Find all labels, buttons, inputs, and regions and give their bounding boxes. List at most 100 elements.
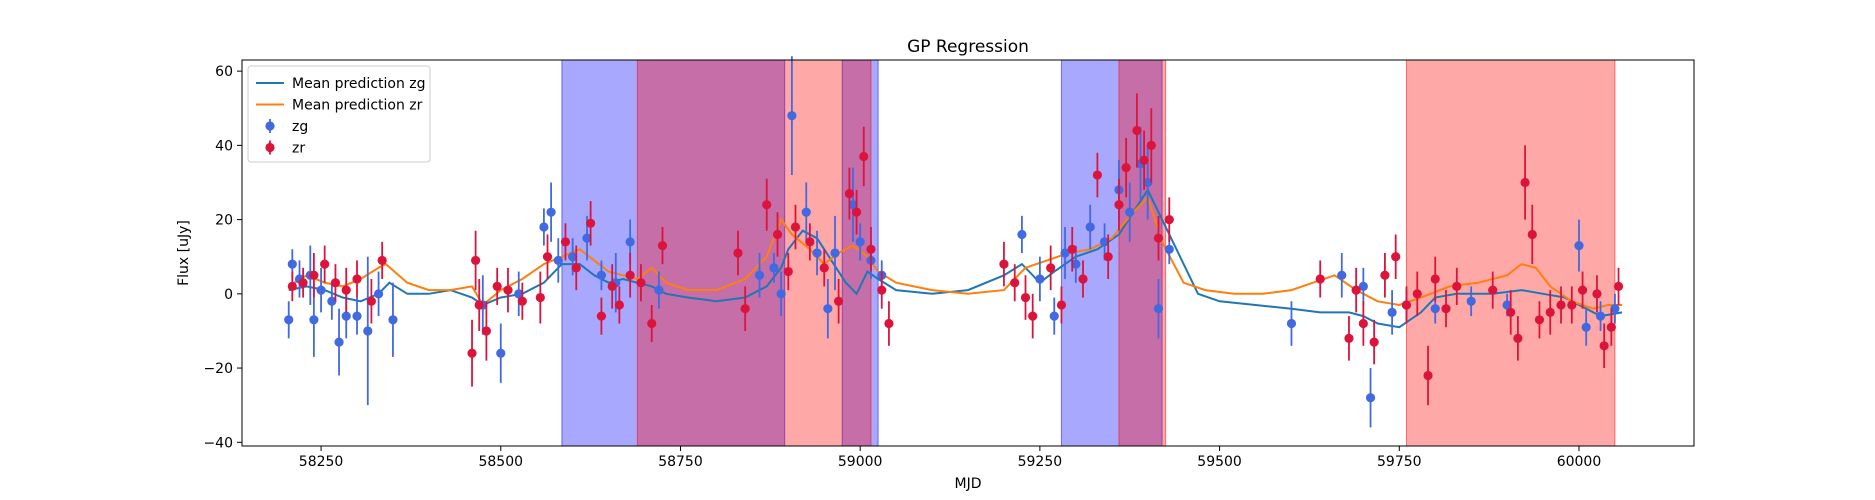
point-zr-33 (790, 204, 801, 250)
point-zg-37 (1017, 215, 1027, 253)
x-tick-label: 59000 (838, 454, 883, 470)
point-zr-76 (1520, 145, 1530, 220)
point-zr-59 (1164, 197, 1174, 242)
point-zr-17 (542, 234, 553, 279)
legend-box (247, 65, 431, 163)
point-zg-48 (1153, 278, 1164, 339)
point-zr-29 (740, 286, 750, 331)
point-zr-41 (877, 271, 887, 309)
point-zg-62 (1610, 293, 1620, 324)
point-zr-64 (1369, 319, 1379, 365)
point-zr-86 (1613, 267, 1624, 305)
point-zg-6 (327, 282, 337, 320)
point-zg-5 (316, 267, 326, 313)
point-zr-2 (309, 253, 319, 298)
x-tick-label: 58500 (478, 454, 523, 470)
y-axis: −40 −20 0 20 40 60 (203, 64, 242, 451)
point-zr-53 (1114, 178, 1124, 231)
y-tick-label: 0 (224, 287, 233, 303)
point-zr-45 (1020, 275, 1031, 320)
point-zr-70 (1430, 256, 1440, 302)
point-zr-57 (1146, 108, 1156, 183)
point-zg-54 (1387, 290, 1397, 335)
point-zr-34 (805, 223, 815, 261)
y-tick-label: 20 (215, 213, 233, 229)
point-zr-38 (851, 189, 862, 235)
point-zg-12 (388, 282, 398, 357)
point-zr-43 (999, 241, 1009, 287)
point-zr-1 (298, 267, 308, 298)
point-zr-58 (1153, 215, 1164, 261)
point-zr-47 (1046, 245, 1056, 291)
chart-title: GP Regression (907, 37, 1029, 57)
point-zr-16 (535, 271, 545, 324)
point-zr-30 (762, 178, 772, 231)
x-axis: 58250 58500 58750 59000 59250 59500 59750 60000 (299, 446, 1601, 470)
point-zg-31 (823, 278, 833, 339)
legend-label: zg (292, 119, 308, 135)
point-zr-62 (1351, 267, 1361, 313)
point-zg-39 (1049, 297, 1059, 335)
shaded-region-zg-2 (1060, 59, 1163, 447)
point-zr-11 (474, 278, 484, 331)
point-zg-9 (352, 297, 362, 335)
shaded-region-zg-0 (561, 59, 786, 447)
point-zg-0 (284, 301, 294, 339)
point-zr-77 (1527, 204, 1537, 265)
point-zr-19 (571, 245, 581, 291)
point-zr-44 (1010, 264, 1020, 302)
point-zr-61 (1344, 316, 1354, 361)
point-zr-81 (1567, 286, 1577, 324)
point-zr-6 (352, 260, 362, 298)
data-points (284, 56, 1624, 428)
point-zg-14 (496, 323, 506, 383)
point-zr-8 (377, 241, 387, 279)
x-tick-label: 59750 (1377, 454, 1422, 470)
point-zr-20 (586, 201, 596, 246)
point-zr-37 (844, 167, 854, 220)
legend: Mean prediction zg Mean prediction zr zg zr (247, 65, 431, 163)
point-zr-55 (1132, 93, 1142, 168)
point-zr-56 (1139, 130, 1149, 190)
point-zr-60 (1315, 260, 1325, 298)
point-zr-7 (366, 278, 376, 324)
point-zr-18 (560, 223, 571, 261)
point-zr-63 (1358, 301, 1368, 346)
point-zg-40 (1060, 227, 1070, 279)
legend-entry-zr: zr (265, 140, 305, 157)
point-zg-34 (855, 223, 865, 261)
point-zr-35 (819, 249, 829, 287)
point-zg-26 (769, 253, 779, 283)
point-zg-7 (334, 308, 344, 376)
point-zg-15 (514, 271, 524, 317)
point-zr-0 (287, 271, 297, 302)
point-zr-84 (1599, 323, 1609, 369)
point-zr-22 (607, 264, 617, 309)
point-zr-49 (1067, 227, 1077, 272)
point-zg-61 (1595, 301, 1606, 331)
point-zr-14 (503, 267, 513, 313)
point-zr-23 (614, 286, 624, 324)
line-mean-prediction-zg (288, 187, 1623, 329)
point-zr-46 (1028, 293, 1038, 339)
point-zr-48 (1056, 286, 1067, 324)
y-tick-label: −20 (203, 361, 233, 377)
point-zr-32 (783, 253, 793, 291)
legend-label: Mean prediction zg (292, 76, 426, 92)
point-zg-28 (787, 56, 797, 176)
point-zr-69 (1423, 345, 1433, 406)
point-zr-27 (657, 227, 668, 265)
point-zg-38 (1035, 256, 1045, 302)
point-zg-33 (848, 167, 858, 242)
point-zr-73 (1488, 271, 1498, 309)
point-zr-36 (834, 278, 844, 324)
point-zg-24 (654, 271, 664, 309)
point-zr-79 (1545, 290, 1555, 335)
point-zr-9 (467, 319, 477, 387)
point-zr-5 (341, 267, 351, 313)
point-zr-31 (772, 212, 783, 257)
point-zr-74 (1506, 290, 1516, 335)
x-tick-label: 58750 (658, 454, 703, 470)
point-zr-25 (636, 264, 646, 302)
